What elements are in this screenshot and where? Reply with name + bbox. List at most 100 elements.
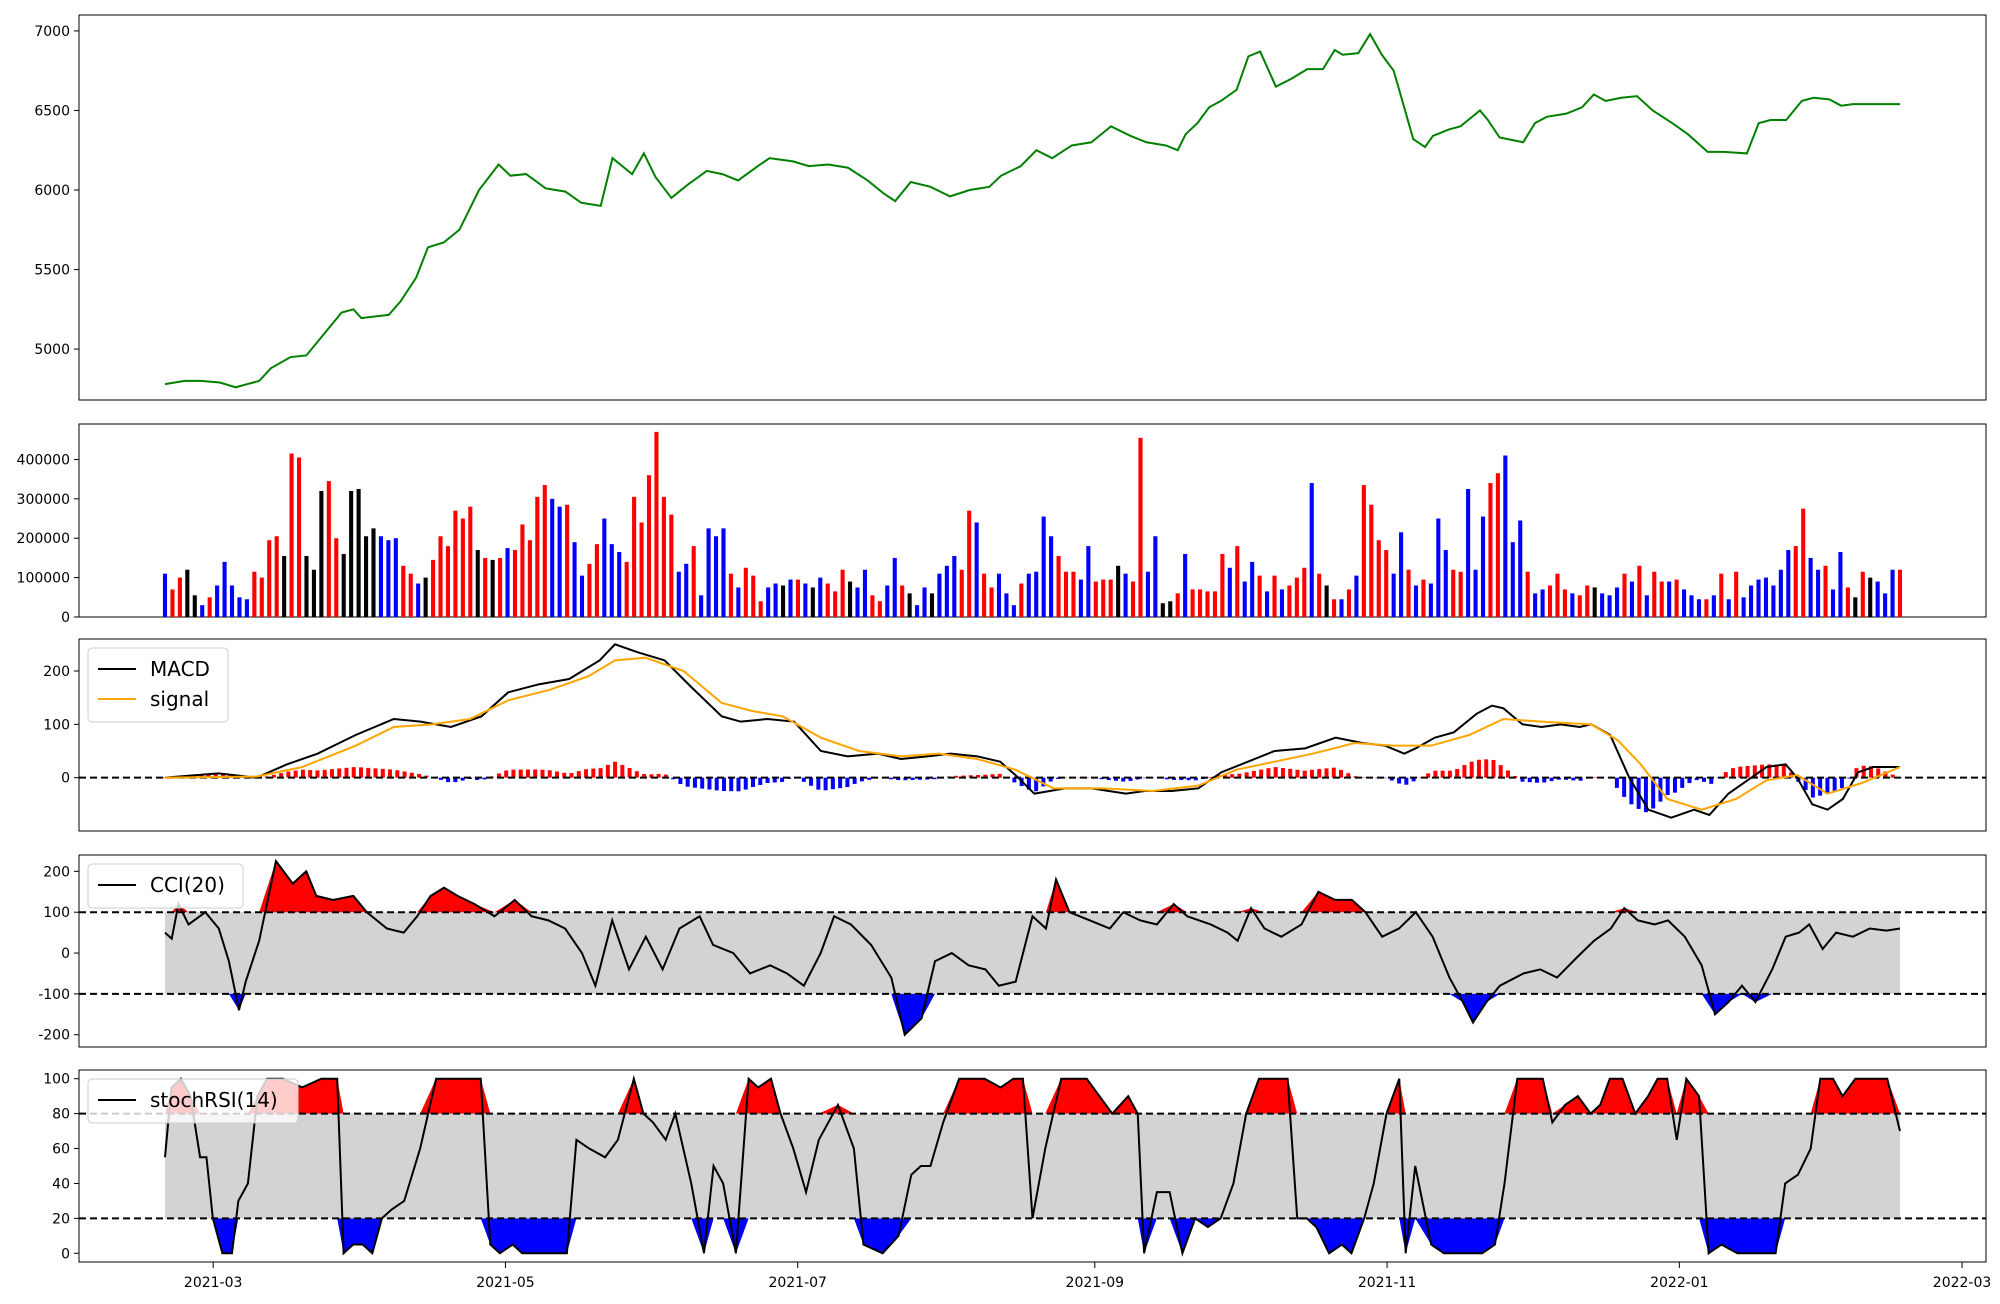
volume-bar (1294, 577, 1299, 617)
macd-histogram-bar (605, 764, 610, 778)
volume-bar (646, 475, 652, 617)
volume-bar (780, 585, 786, 617)
macd-histogram-bar (453, 777, 458, 783)
macd-histogram-bar (816, 777, 821, 790)
macd-histogram-bar (830, 777, 835, 790)
volume-bar (1600, 593, 1605, 617)
y-tick-label: 20 (52, 1211, 70, 1227)
macd-histogram-bar (1738, 766, 1743, 778)
panel-stochrsi: 0 20 40 60 80 100 stochRSI(14) (43, 1069, 1987, 1263)
volume-bar (356, 488, 361, 617)
volume-bar (1428, 583, 1433, 617)
volume-bar (431, 559, 436, 617)
y-tick-label: 40 (52, 1176, 70, 1192)
macd-histogram-bar (1295, 769, 1300, 778)
y-tick-label: 0 (61, 1246, 70, 1262)
macd-histogram-bar (1106, 777, 1111, 781)
macd-histogram-bar (1571, 777, 1576, 781)
y-tick-label: 60 (52, 1142, 70, 1158)
volume-bar (1659, 581, 1664, 617)
volume-bar (1555, 573, 1560, 617)
macd-histogram-bar (359, 767, 364, 778)
macd-histogram-bar (896, 777, 901, 781)
macd-histogram-bar (772, 777, 777, 783)
volume-bar (721, 528, 726, 617)
macd-histogram-bar (867, 777, 872, 780)
macd-histogram-bar (1476, 759, 1481, 778)
macd-histogram-bar (852, 777, 857, 784)
volume-bar (326, 481, 331, 617)
y-tick-label: 80 (52, 1107, 70, 1123)
volume-bar (222, 561, 227, 617)
volume-bar (862, 569, 868, 617)
volume-bar (1168, 601, 1173, 617)
volume-bar (1235, 546, 1240, 617)
volume-bar (1049, 536, 1054, 617)
macd-histogram-bar (380, 768, 385, 778)
macd-histogram-bar (1549, 777, 1554, 782)
macd-histogram-bar (409, 772, 414, 778)
y-tick-label: 0 (61, 610, 70, 626)
macd-histogram-bar (1266, 768, 1271, 778)
volume-bar (982, 573, 987, 617)
volume-bar (371, 528, 376, 617)
macd-histogram-bar (1745, 765, 1750, 778)
volume-bar (1763, 577, 1769, 617)
volume-bar (1778, 569, 1783, 617)
macd-histogram-bar (1614, 777, 1619, 788)
volume-bar (810, 587, 815, 617)
volume-bar (713, 536, 719, 617)
macd-histogram-bar (997, 773, 1002, 778)
volume-bar (996, 573, 1002, 617)
volume-bar (1011, 605, 1016, 617)
volume-bar (1503, 455, 1508, 617)
series-line-stochRSI(14) (164, 1074, 1901, 1257)
x-tick-label: 2021-11 (1358, 1275, 1417, 1291)
legend-label: MACD (150, 657, 210, 681)
volume-bar (684, 563, 689, 617)
volume-bar (1629, 581, 1634, 617)
macd-histogram-bar (547, 770, 552, 778)
macd-histogram-bar (1222, 774, 1227, 778)
macd-histogram-bar (576, 771, 581, 778)
volume-bar (319, 490, 324, 617)
volume-bar (1883, 593, 1888, 617)
macd-histogram-bar (780, 777, 785, 782)
panel-cci: -200 -100 0 100 200 CCI(20) (38, 854, 1987, 1048)
volume-bar (512, 550, 518, 617)
y-tick-label: 5000 (34, 342, 70, 358)
volume-bar (207, 597, 212, 617)
macd-histogram-bar (1143, 777, 1148, 779)
volume-bar (445, 546, 451, 617)
macd-histogram-bar (1034, 777, 1039, 792)
volume-bar (296, 457, 302, 617)
volume-bar (468, 506, 473, 617)
macd-histogram-bar (1048, 777, 1053, 782)
macd-histogram-bar (1752, 765, 1757, 778)
macd-histogram-bar (765, 777, 770, 783)
macd-histogram-bar (700, 777, 705, 789)
volume-bar (1384, 550, 1389, 617)
volume-bar (1614, 587, 1620, 617)
legend-label: signal (150, 687, 209, 711)
volume-bar (661, 496, 666, 617)
macd-histogram-bar (1527, 777, 1532, 783)
macd-histogram-bar (1121, 777, 1126, 782)
macd-histogram-bar (533, 769, 538, 778)
volume-bar (162, 573, 168, 617)
macd-histogram-bar (1564, 777, 1569, 780)
volume-bar (1726, 599, 1731, 617)
legend-box (87, 1078, 299, 1124)
volume-bar (1138, 437, 1143, 617)
macd-histogram-bar (591, 768, 596, 778)
macd-histogram-bar (1680, 777, 1685, 788)
macd-histogram-bar (801, 777, 806, 782)
volume-bar (557, 506, 562, 617)
legend-label: CCI(20) (150, 873, 225, 897)
volume-bar (1682, 589, 1687, 617)
volume-bar (349, 490, 354, 617)
volume-bar (341, 553, 346, 617)
volume-bar (1853, 597, 1858, 617)
macd-histogram-bar (656, 773, 661, 778)
